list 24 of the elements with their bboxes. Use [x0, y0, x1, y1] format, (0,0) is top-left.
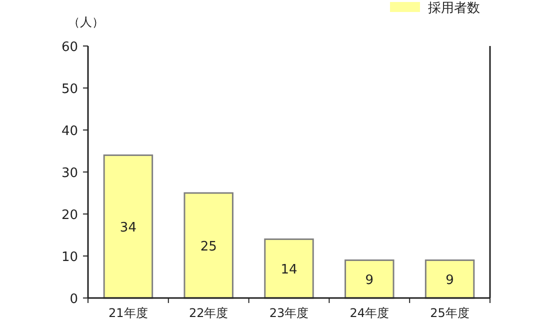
- y-tick-label: 40: [61, 124, 78, 139]
- x-tick-label: 21年度: [108, 306, 148, 320]
- y-tick-label: 30: [61, 166, 78, 181]
- data-label: 25: [200, 240, 217, 254]
- y-tick-label: 10: [61, 250, 78, 265]
- data-label: 34: [120, 220, 136, 236]
- x-tick-label: 23年度: [269, 306, 309, 320]
- x-tick-label: 25年度: [430, 306, 470, 320]
- bar: [184, 192, 234, 299]
- y-axis-title: （人）: [68, 15, 104, 29]
- bar: [344, 259, 394, 299]
- data-label: 9: [365, 273, 374, 288]
- y-tick-label: 20: [61, 208, 78, 223]
- x-tick-label: 22年度: [188, 306, 228, 320]
- data-label: 14: [280, 262, 298, 278]
- bar: [424, 259, 475, 299]
- legend-label: 採用者数: [428, 1, 480, 16]
- y-tick-label: 0: [70, 292, 78, 307]
- bar: [103, 154, 154, 299]
- y-tick-label: 60: [61, 40, 78, 55]
- bar: [264, 238, 314, 299]
- x-tick-label: 24年度: [350, 306, 390, 320]
- y-tick-label: 50: [61, 82, 78, 97]
- data-label: 9: [446, 273, 454, 288]
